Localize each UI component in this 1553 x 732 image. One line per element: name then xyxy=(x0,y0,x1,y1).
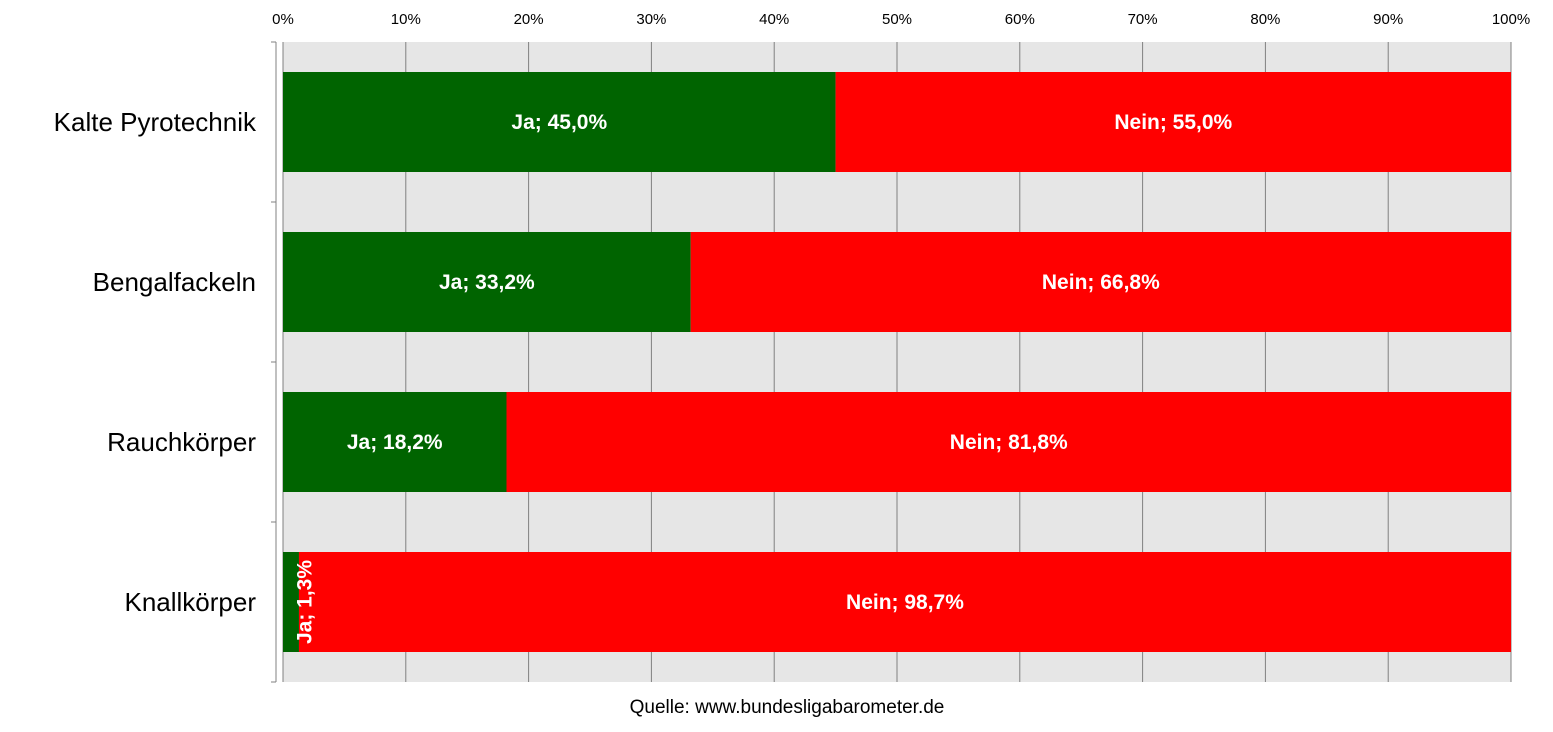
data-label: Ja; 33,2% xyxy=(439,271,535,294)
x-tick-label: 20% xyxy=(514,11,544,28)
source-label: Quelle: www.bundesligabarometer.de xyxy=(630,697,945,718)
data-label: Ja; 18,2% xyxy=(347,431,443,454)
bars xyxy=(283,72,1512,652)
bar-ja xyxy=(283,72,836,172)
axes xyxy=(271,41,277,683)
x-tick-label: 80% xyxy=(1250,11,1280,28)
x-tick-label: 50% xyxy=(882,11,912,28)
x-tick-label: 70% xyxy=(1128,11,1158,28)
category-label: Kalte Pyrotechnik xyxy=(54,107,257,137)
data-label: Nein; 55,0% xyxy=(1114,111,1232,134)
bar-ja xyxy=(283,392,507,492)
data-label: Ja; 1,3% xyxy=(293,560,316,644)
category-label: Bengalfackeln xyxy=(93,267,256,297)
category-labels: Kalte Pyrotechnik Bengalfackeln Rauchkörpe… xyxy=(54,107,257,617)
data-label: Nein; 66,8% xyxy=(1042,271,1160,294)
category-label: Rauchkörper xyxy=(107,427,256,457)
data-label: Ja; 45,0% xyxy=(511,111,607,134)
bar-ja xyxy=(283,552,299,652)
data-label: Nein; 98,7% xyxy=(846,591,964,614)
category-label: Knallkörper xyxy=(124,587,256,617)
bar-ja xyxy=(283,232,691,332)
data-label: Nein; 81,8% xyxy=(950,431,1068,454)
bar-nein xyxy=(690,232,1511,332)
x-tick-labels: 0% 10% 20% 30% 40% 50% 60% 70% 80% 90% 100% xyxy=(272,11,1530,28)
x-tick-label: 0% xyxy=(272,11,294,28)
x-tick-label: 90% xyxy=(1373,11,1403,28)
data-labels: Ja; 45,0% Nein; 55,0% Ja; 33,2% Nein; 66,8%… xyxy=(293,111,1232,644)
x-tick-label: 10% xyxy=(391,11,421,28)
x-tick-label: 40% xyxy=(759,11,789,28)
x-tick-label: 60% xyxy=(1005,11,1035,28)
bar-nein xyxy=(835,72,1511,172)
bar-nein xyxy=(506,392,1512,492)
bar-nein xyxy=(298,552,1511,652)
x-tick-label: 30% xyxy=(636,11,666,28)
x-tick-label: 100% xyxy=(1492,11,1530,28)
